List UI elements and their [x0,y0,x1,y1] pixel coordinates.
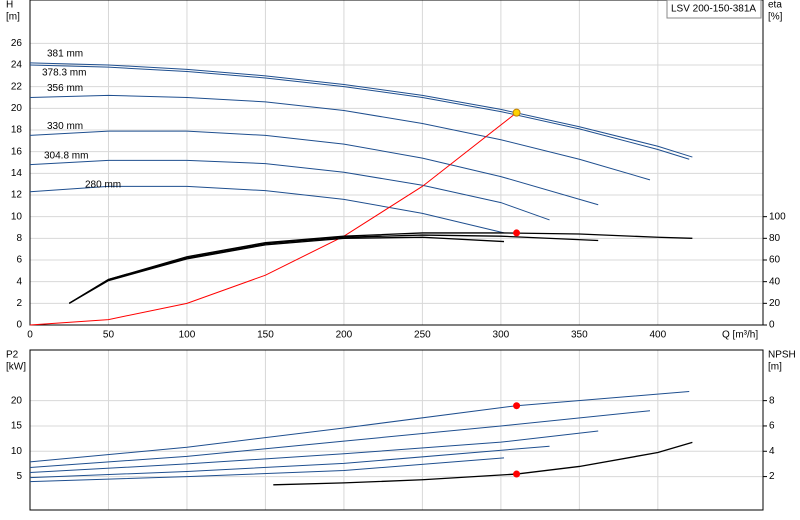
x-tick-label: 300 [493,330,510,341]
duty-point [512,108,521,117]
y-tick-label: 12 [11,190,23,201]
plot-frame [29,0,764,326]
curve [29,391,690,463]
curve-label: 381 mm [47,48,83,59]
y2-tick-label: 6 [769,421,775,432]
plot-frame [29,349,764,511]
duty-point [513,470,521,478]
y-tick-label: 20 [11,103,23,114]
curve-label: 378.3 mm [42,68,86,79]
y-tick-label: 2 [16,298,22,309]
y2-tick-label: 100 [769,211,786,222]
duty-point [513,229,521,237]
y2-tick-label: 0 [769,320,775,331]
y2-tick-label: 2 [769,471,775,482]
y-tick-label: 22 [11,81,23,92]
y-tick-label: 20 [11,395,23,406]
y-axis-label: H [6,0,13,11]
curve [29,457,505,483]
curve-label: 304.8 mm [44,150,88,161]
x-tick-label: 0 [27,330,33,341]
x-tick-label: 200 [336,330,353,341]
y-tick-label: 8 [16,233,22,244]
curve [29,62,693,158]
curve-label: 330 mm [47,121,83,132]
y-tick-label: 24 [11,60,23,71]
y2-axis-label: eta [768,0,782,11]
y-axis-label: [m] [6,12,20,23]
x-tick-label: 50 [103,330,115,341]
duty-point [513,402,521,410]
badge-box [666,0,762,19]
y2-tick-label: 4 [769,446,775,457]
y2-tick-label: 20 [769,298,781,309]
curve [29,185,505,234]
y-tick-label: 10 [11,446,23,457]
y-tick-label: 5 [16,471,22,482]
curve [68,232,693,304]
curve [29,430,599,474]
y2-tick-label: 40 [769,276,781,287]
y-tick-label: 0 [16,320,22,331]
y-tick-label: 6 [16,255,22,266]
y-axis-label: [kW] [6,362,26,373]
x-tick-label: 250 [414,330,431,341]
y2-tick-label: 80 [769,233,781,244]
x-tick-label: 400 [649,330,666,341]
y2-tick-label: 60 [769,255,781,266]
y-tick-label: 14 [11,168,23,179]
curve [29,64,690,160]
x-tick-label: 100 [179,330,196,341]
x-tick-label: 150 [257,330,274,341]
y-tick-label: 15 [11,421,23,432]
x-axis-label: Q [m³/h] [722,330,758,341]
badge: LSV 200-150-381A [671,4,756,15]
y-tick-label: 26 [11,38,23,49]
y-tick-label: 18 [11,125,23,136]
curve [29,94,651,181]
y-tick-label: 10 [11,211,23,222]
curve-label: 356 mm [47,83,83,94]
y2-axis-label: [%] [768,12,783,23]
curve [29,159,550,221]
x-tick-label: 350 [571,330,588,341]
y2-axis-label: [m] [768,362,782,373]
curve-label: 280 mm [85,179,121,190]
y-tick-label: 4 [16,276,22,287]
curve [68,234,599,304]
curve [29,445,550,479]
curve [29,112,517,326]
y2-tick-label: 8 [769,395,775,406]
curve [68,236,505,304]
curve [29,130,599,206]
y-tick-label: 16 [11,146,23,157]
y2-axis-label: NPSH [768,350,796,361]
curve [29,410,651,468]
y-axis-label: P2 [6,350,19,361]
